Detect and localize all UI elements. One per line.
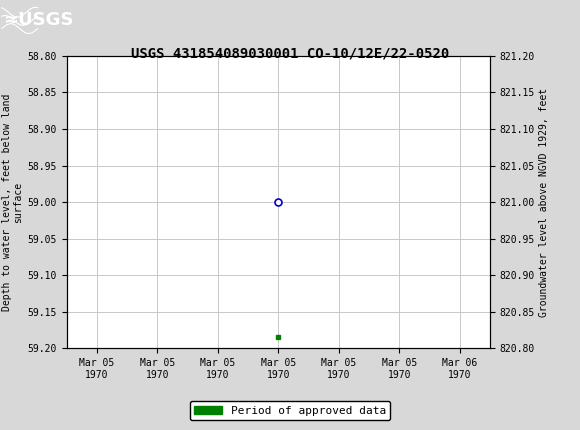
Y-axis label: Groundwater level above NGVD 1929, feet: Groundwater level above NGVD 1929, feet xyxy=(539,88,549,316)
Text: ≈USGS: ≈USGS xyxy=(3,12,74,29)
Legend: Period of approved data: Period of approved data xyxy=(190,401,390,420)
Text: USGS 431854089030001 CO-10/12E/22-0520: USGS 431854089030001 CO-10/12E/22-0520 xyxy=(131,47,449,61)
Y-axis label: Depth to water level, feet below land
surface: Depth to water level, feet below land su… xyxy=(2,93,23,311)
